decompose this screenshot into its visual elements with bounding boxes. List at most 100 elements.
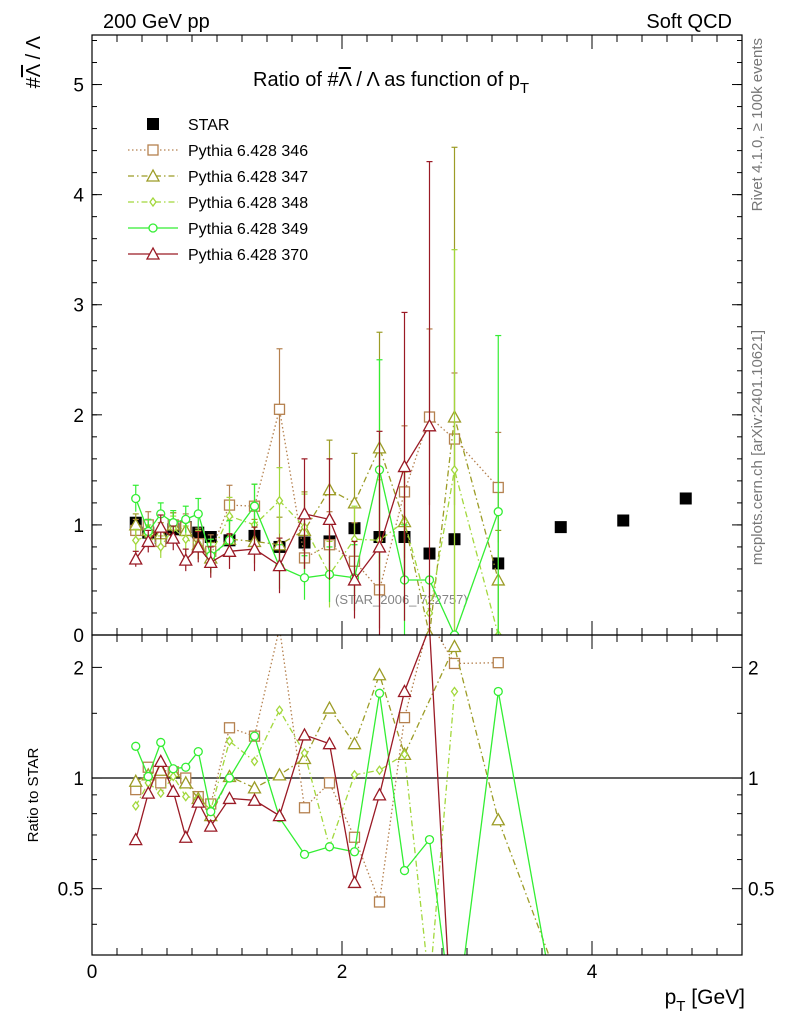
ratio-point	[549, 964, 561, 975]
ratio-point	[493, 686, 503, 697]
ratio-ylabel: Ratio to STAR	[25, 747, 42, 842]
ratio-point	[322, 700, 337, 714]
xlabel-sub: T	[676, 998, 685, 1015]
ratio-point	[181, 791, 190, 802]
ratio-point	[223, 722, 236, 734]
legend-entry: Pythia 6.428 346	[128, 143, 308, 160]
main-point	[181, 514, 191, 525]
ratio-point	[297, 727, 312, 741]
xlabel-unit: [GeV]	[685, 986, 745, 1009]
ratio-point	[193, 746, 203, 757]
ratio-point	[247, 780, 262, 794]
main-point	[181, 534, 190, 545]
ratio-point	[225, 736, 234, 747]
ratio-point	[178, 829, 193, 843]
legend-marker	[145, 168, 161, 182]
legend-label: Pythia 6.428 346	[188, 143, 308, 160]
main-ytick-label: 1	[73, 516, 84, 537]
main-point	[347, 572, 362, 586]
ratio-point	[168, 764, 178, 774]
legend-label: Pythia 6.428 348	[188, 195, 308, 212]
main-star-point	[617, 514, 630, 527]
main-point	[249, 501, 260, 511]
header-right: Soft QCD	[646, 11, 732, 33]
main-point	[275, 495, 284, 506]
ratio-point	[169, 771, 178, 782]
axes-layer: 0 1 2 3 4 5 0.5 0.5 1 1 2 2 0 2 4	[58, 34, 774, 983]
ratio-series-line	[135, 644, 550, 955]
main-series-layer	[128, 146, 692, 635]
ylabel-rest: / Λ	[23, 35, 45, 65]
ratio-point	[375, 765, 384, 776]
main-point	[273, 403, 286, 415]
ratio-series-1	[130, 635, 504, 908]
ratio-series-5	[128, 635, 449, 955]
xtick-label: 2	[337, 962, 348, 983]
title-mid: / Λ as function of p	[351, 69, 520, 91]
side-label-mcplots: mcplots.cern.ch [arXiv:2401.10621]	[749, 330, 766, 565]
legend-entry: Pythia 6.428 349	[128, 221, 308, 238]
ratio-point	[450, 686, 459, 697]
main-point	[131, 535, 140, 546]
main-point	[422, 418, 437, 432]
ratio-point	[181, 762, 191, 772]
main-point	[299, 573, 310, 583]
ratio-point	[206, 807, 216, 817]
ratio-point	[492, 657, 504, 669]
ratio-point	[203, 818, 218, 832]
main-point	[191, 539, 206, 553]
legend-marker	[145, 246, 161, 260]
ratio-point	[250, 756, 259, 767]
main-ytick-label: 2	[73, 406, 84, 427]
title-lambda-bar: Λ	[339, 69, 353, 91]
ratio-ytick-label: 1	[73, 769, 84, 790]
legend-entry: Pythia 6.428 370	[128, 246, 308, 264]
main-ytick-label: 4	[73, 186, 84, 207]
main-point	[156, 541, 165, 553]
xtick-label: 0	[87, 962, 98, 983]
main-point	[225, 511, 234, 522]
main-point	[128, 551, 143, 565]
ratio-point	[372, 787, 387, 801]
legend-marker	[149, 196, 157, 208]
ratio-point	[323, 777, 336, 789]
main-point	[178, 552, 193, 566]
main-star-point	[554, 521, 567, 534]
ratio-point	[447, 639, 462, 653]
x-axis-label: pT [GeV]	[665, 986, 745, 1015]
main-series-line	[135, 409, 499, 592]
ratio-frame	[91, 634, 743, 956]
ratio-point	[398, 711, 411, 724]
ratio-point	[166, 783, 181, 797]
main-series-line	[135, 469, 499, 635]
ratio-point	[128, 832, 143, 846]
ratio-point	[247, 792, 262, 806]
main-ytick-label: 0	[73, 626, 84, 647]
main-series-line	[135, 416, 499, 635]
legend-star-marker	[147, 118, 159, 130]
ratio-point	[322, 736, 337, 750]
main-point	[203, 554, 218, 568]
ratio-point	[350, 769, 359, 780]
ratio-point	[397, 684, 412, 698]
main-series-5	[128, 161, 437, 635]
ratio-point	[222, 791, 237, 805]
main-point	[193, 509, 203, 519]
ratio-point	[272, 767, 287, 781]
main-ytick-label: 3	[73, 296, 84, 317]
ratio-series-layer	[92, 635, 742, 975]
ratio-point	[372, 667, 387, 681]
legend-label: Pythia 6.428 370	[188, 247, 308, 264]
main-point	[131, 493, 141, 504]
ylabel-hash: #	[23, 76, 45, 88]
legend-label: Pythia 6.428 349	[188, 221, 308, 238]
ratio-point	[153, 754, 168, 768]
legend-label: STAR	[188, 117, 229, 134]
ratio-ytick-label-right: 1	[748, 769, 759, 790]
main-point	[247, 541, 262, 555]
xtick-label: 4	[587, 962, 598, 983]
ratio-point	[156, 737, 166, 748]
main-point	[166, 530, 181, 544]
ratio-point	[224, 773, 235, 783]
